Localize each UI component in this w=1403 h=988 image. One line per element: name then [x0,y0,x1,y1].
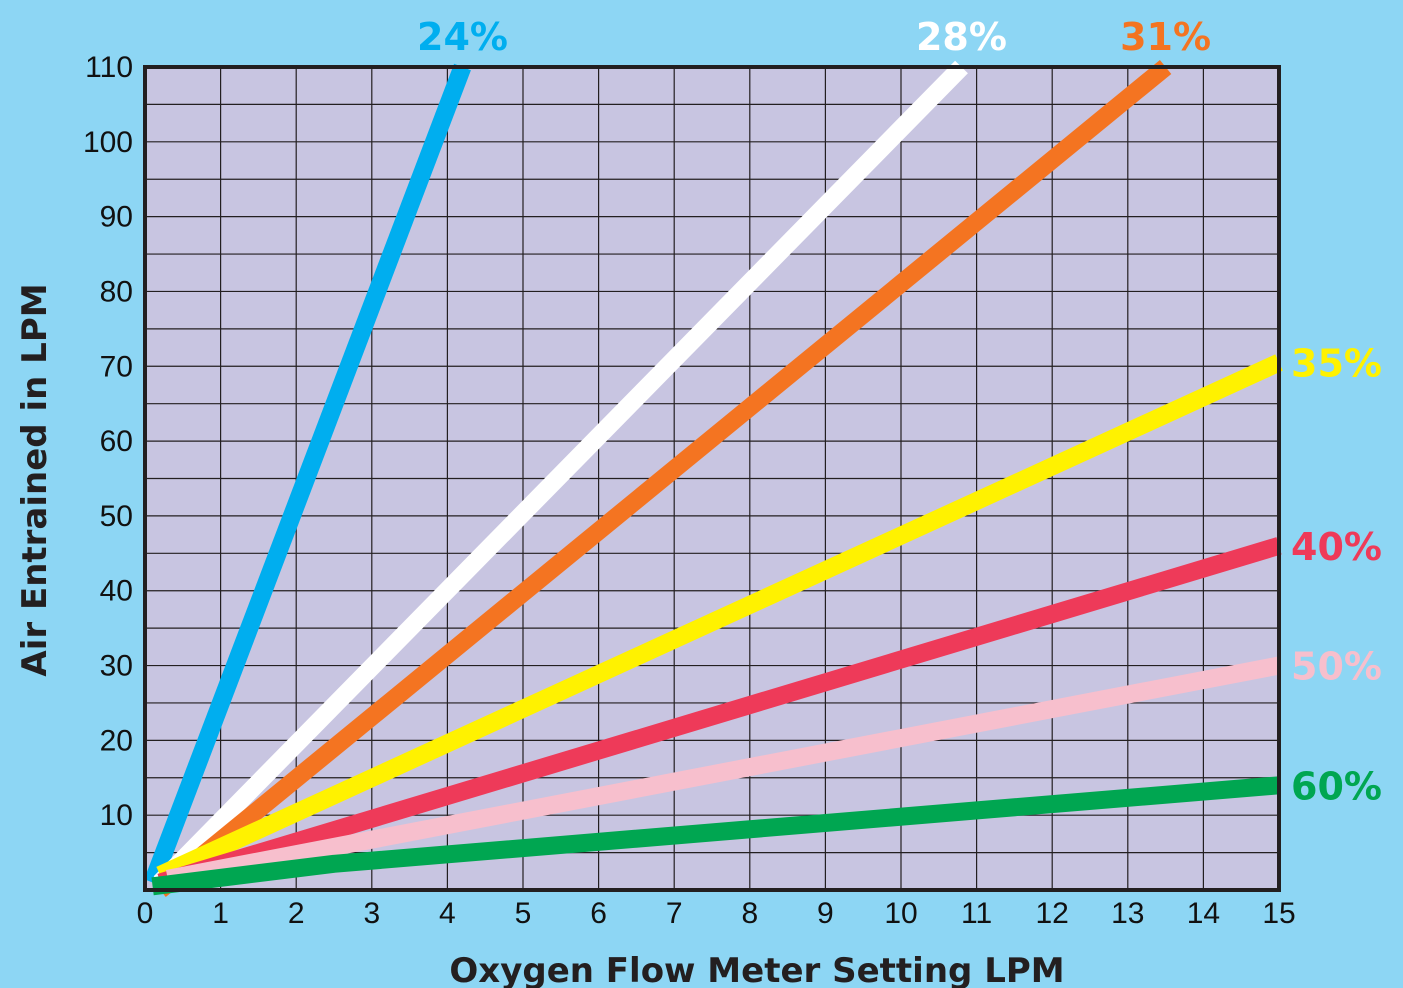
x-tick-label: 5 [515,897,532,930]
x-tick-label: 12 [1036,897,1069,930]
series-label-28-percent: 28% [916,15,1007,59]
series-line-35-percent [156,354,1283,884]
y-tick-label: 20 [100,724,133,757]
y-axis-title: Air Entrained in LPM [15,283,55,676]
x-tick-label: 3 [363,897,380,930]
series-label-31-percent: 31% [1120,15,1211,59]
series-label-60-percent: 60% [1291,764,1382,808]
y-tick-label: 100 [83,126,133,159]
y-tick-label: 110 [85,51,133,84]
y-tick-label: 40 [100,575,133,608]
series-label-24-percent: 24% [417,15,508,59]
series-line-28-percent [153,60,968,889]
x-tick-label: 9 [817,897,834,930]
y-tick-label: 70 [100,350,133,383]
plot-border [143,65,1281,892]
x-tick-label: 11 [961,897,992,930]
y-tick-label: 90 [100,201,133,234]
x-tick-label: 6 [590,897,607,930]
x-tick-label: 15 [1262,897,1295,930]
y-tick-label: 80 [100,275,133,308]
series-line-24-percent [144,63,471,886]
series-label-50-percent: 50% [1291,645,1382,689]
x-tick-label: 10 [884,897,917,930]
x-tick-label: 8 [741,897,758,930]
y-tick-label: 30 [100,650,133,683]
x-tick-label: 0 [137,897,154,930]
series-label-35-percent: 35% [1291,342,1382,386]
x-tick-label: 13 [1111,897,1144,930]
x-tick-labels: 0 1 2 3 4 5 6 7 8 9 10 11 12 13 14 15 [137,897,1296,930]
series-label-40-percent: 40% [1291,525,1382,569]
x-axis-title: Oxygen Flow Meter Setting LPM [449,951,1064,988]
series-line-31-percent [154,60,1172,897]
series-labels: 24% 28% 31% 35% 40% 50% 60% [417,15,1382,808]
y-tick-label: 10 [100,799,133,832]
x-tick-label: 7 [666,897,683,930]
x-tick-label: 14 [1187,897,1220,930]
y-tick-labels: 10 20 30 40 50 60 70 80 90 100 110 [83,51,133,832]
series-line-50-percent [166,656,1281,888]
x-tick-label: 2 [288,897,305,930]
x-tick-label: 1 [212,897,229,930]
y-tick-label: 60 [100,425,133,458]
series-line-40-percent [157,537,1282,892]
series-line-60-percent [151,776,1280,896]
y-tick-label: 50 [100,500,133,533]
series-lines [144,60,1283,897]
x-tick-label: 4 [439,897,456,930]
